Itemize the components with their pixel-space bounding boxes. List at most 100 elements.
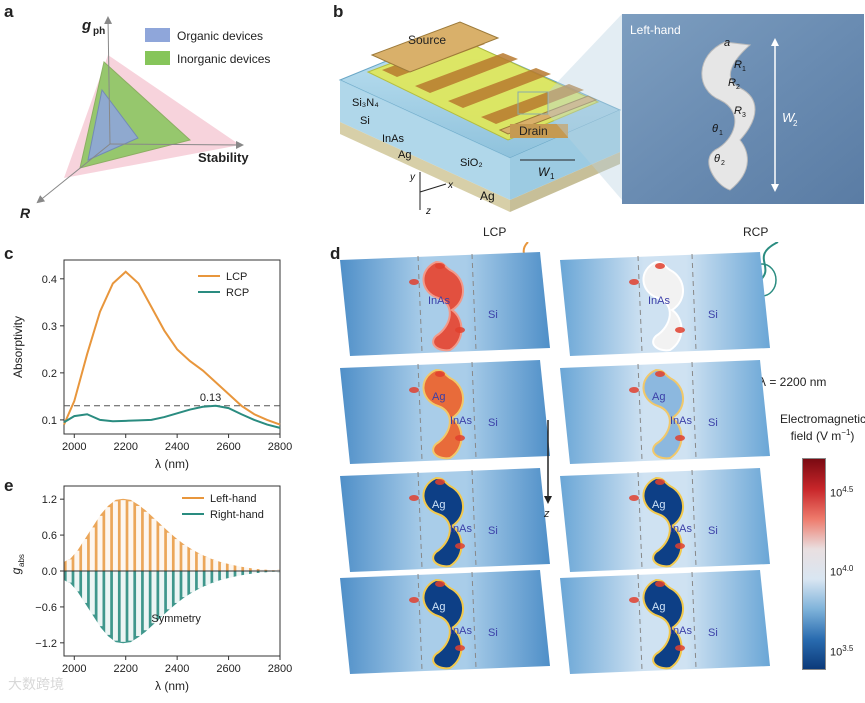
axis-right-label: Stability	[198, 150, 249, 165]
colorbar-title: Electromagnetic field (V m−1)	[780, 412, 865, 443]
field-map-lcp-1: InAs Si	[340, 252, 550, 356]
y-tick-label: 0.4	[42, 274, 57, 286]
bar-right-hand	[151, 571, 157, 624]
axis-top	[104, 16, 113, 145]
left-hand-curve	[68, 497, 278, 571]
si-label: Si	[708, 309, 718, 321]
boundary-right	[691, 253, 697, 351]
hotspot	[655, 581, 665, 587]
si-label: Si	[488, 525, 498, 537]
ag-label: Ag	[398, 149, 411, 161]
bar-right-hand	[236, 571, 242, 577]
inset-r3-sub: 3	[742, 112, 746, 119]
chiral-field-shape	[642, 578, 684, 670]
inset-r2-sub: 2	[736, 84, 740, 91]
ag-label: Ag	[432, 499, 445, 511]
panel-label-a: a	[4, 2, 14, 21]
hotspot	[409, 279, 419, 285]
hotspot	[675, 327, 685, 333]
bar-left-hand	[82, 539, 88, 571]
bar-right-hand	[66, 571, 72, 583]
colorbar-unit-sup: −1	[841, 428, 851, 437]
colorbar-title-line1: Electromagnetic	[780, 412, 865, 426]
bar-left-hand	[244, 566, 250, 571]
ag-base-label: Ag	[480, 189, 495, 203]
bar-right-hand	[97, 571, 103, 627]
bar-left-hand	[136, 505, 142, 571]
legend-inorganic: Inorganic devices	[177, 52, 270, 66]
hotspot	[409, 495, 419, 501]
source-label: Source	[408, 33, 446, 47]
field-map-rcp-1: InAs Si	[560, 252, 770, 356]
x-tick-label: 2200	[113, 441, 137, 453]
colorbar-tick-3: 103.5	[830, 644, 854, 659]
ag-label: Ag	[432, 601, 445, 613]
bar-left-hand	[120, 500, 126, 571]
chiral-field-shape	[642, 260, 684, 352]
field-map-lcp-2: Ag InAs Si	[340, 360, 550, 464]
hotspot	[629, 597, 639, 603]
hotspot	[655, 263, 665, 269]
hotspot	[455, 645, 465, 651]
chiral-structure	[701, 41, 756, 191]
bar-right-hand	[251, 571, 257, 574]
bar-left-hand	[151, 518, 157, 571]
legend-swatch-inorganic	[145, 51, 170, 65]
colorbar	[802, 458, 826, 670]
hotspot	[435, 263, 445, 269]
bar-left-hand	[213, 559, 219, 571]
inset-w2: W	[782, 110, 796, 125]
axis-right	[109, 140, 244, 149]
bar-left-hand	[182, 544, 188, 571]
bar-right-hand	[244, 571, 250, 576]
hotspot	[435, 479, 445, 485]
si-label: Si	[360, 115, 370, 127]
bar-left-hand	[228, 564, 234, 571]
bar-left-hand	[66, 559, 72, 571]
colorbar-unit-close: )	[850, 429, 855, 443]
si3n4-label: Si₃N₄	[352, 97, 379, 109]
w1-label: W	[538, 165, 551, 179]
z-arrow	[544, 420, 552, 504]
bar-right-hand	[197, 571, 203, 589]
inset-title: Left-hand	[630, 23, 681, 37]
wavelength-label: λ = 2200 nm	[760, 375, 827, 389]
chiral-field-shape	[642, 476, 684, 568]
y-tick-label: 0.1	[42, 415, 57, 427]
ag-label: Ag	[432, 391, 445, 403]
x-tick-label: 2600	[216, 663, 240, 675]
hotspot	[675, 543, 685, 549]
legend-label-1: Right-hand	[210, 509, 264, 521]
panel-label-b: b	[333, 2, 344, 21]
bar-right-hand	[267, 571, 273, 573]
coord-x-axis	[419, 183, 447, 193]
boundary-left	[417, 471, 423, 569]
radar-organic	[87, 88, 139, 161]
colorbar-title-line2: field (V m	[790, 429, 842, 443]
bar-right-hand	[228, 571, 234, 578]
bar-left-hand	[105, 507, 111, 571]
right-hand-curve	[68, 571, 278, 645]
hotspot	[655, 371, 665, 377]
bar-right-hand	[82, 571, 88, 603]
hotspot	[629, 495, 639, 501]
inset-r1-sub: 1	[742, 66, 746, 73]
inset-theta1-sub: 1	[719, 130, 723, 137]
bar-left-hand	[174, 539, 180, 571]
w1-sub: 1	[550, 172, 555, 181]
chiral-field-shape	[422, 260, 464, 352]
y-tick-label: 0.2	[42, 368, 57, 380]
coord-y: y	[409, 172, 416, 183]
symmetry-annotation: Symmetry	[151, 613, 201, 625]
hotspot	[455, 543, 465, 549]
bar-right-hand	[182, 571, 188, 598]
si-label: Si	[488, 309, 498, 321]
radar-chart: g ph Stability R Organic devices Inorgan…	[20, 16, 270, 221]
si-label: Si	[708, 525, 718, 537]
hotspot	[435, 371, 445, 377]
field-map-rcp-3: Ag InAs Si	[560, 468, 770, 572]
hotspot	[455, 435, 465, 441]
si-label: Si	[708, 627, 718, 639]
field-plane	[560, 360, 770, 464]
chiral-field-shape	[422, 476, 464, 568]
